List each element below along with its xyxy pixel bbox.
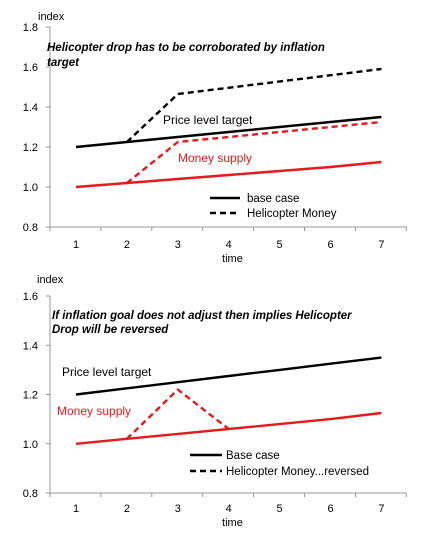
y-tick-label: 1.4 [23, 340, 38, 352]
chart-title-line-1: Helicopter drop has to be corroborated b… [47, 42, 325, 54]
x-axis-title: time [222, 253, 243, 265]
y-tick-label: 1.0 [23, 439, 38, 451]
x-tick-label: 7 [378, 239, 384, 251]
chart-title-line-1: If inflation goal does not adjust then i… [52, 310, 352, 322]
x-axis-title: time [222, 517, 243, 529]
x-tick-label: 3 [175, 503, 181, 515]
money-supply-helicopter-line [126, 388, 230, 440]
chart-title-line-2: target [47, 57, 80, 69]
money-supply-base-line [75, 160, 382, 189]
y-tick-label: 1.4 [23, 102, 38, 114]
annotation-money-supply: Money supply [178, 151, 252, 165]
annotation-money-supply: Money supply [57, 404, 131, 418]
y-tick-label: 1.6 [23, 291, 38, 303]
x-tick-label: 3 [175, 239, 181, 251]
y-tick-label: 1.0 [23, 182, 38, 194]
x-tick-label: 1 [73, 239, 79, 251]
price-level-target-helicopter-line [126, 67, 382, 143]
x-tick-label: 1 [73, 503, 79, 515]
x-tick-label: 6 [327, 239, 333, 251]
price-level-target-base-line [75, 356, 382, 396]
y-axis-title: index [37, 274, 64, 286]
price-level-target-base-line [75, 115, 382, 149]
chart-title-line-2: Drop will be reversed [52, 324, 169, 336]
x-tick-label: 5 [277, 239, 283, 251]
x-tick-label: 4 [226, 503, 232, 515]
annotation-price-level-target: Price level target [62, 365, 152, 379]
x-tick-label: 2 [124, 239, 130, 251]
y-tick-label: 0.8 [23, 222, 38, 234]
legend: Base case Helicopter Money...reversed [190, 450, 369, 478]
x-tick-label: 6 [327, 503, 333, 515]
y-tick-label: 0.8 [23, 488, 38, 500]
y-tick-label: 1.8 [23, 22, 38, 34]
legend-label-dashed: Helicopter Money [247, 208, 337, 220]
money-supply-base-line [75, 411, 382, 445]
chart-1: 0.8 1.0 1.2 1.4 1.6 1.8 1 2 3 4 5 6 7 index time Helico… [23, 11, 407, 265]
x-tick-label: 2 [124, 503, 130, 515]
y-axis-title: index [38, 11, 65, 23]
chart-2: 0.8 1.0 1.2 1.4 1.6 1 2 3 4 5 6 7 index time If inflat… [23, 274, 407, 529]
x-tick-label: 5 [277, 503, 283, 515]
y-tick-label: 1.2 [23, 142, 38, 154]
y-tick-label: 1.6 [23, 62, 38, 74]
x-tick-label: 4 [226, 239, 232, 251]
annotation-price-level-target: Price level target [163, 113, 253, 127]
legend-label-solid: base case [247, 193, 299, 205]
x-tick-label: 7 [378, 503, 384, 515]
money-supply-helicopter-line [126, 120, 382, 184]
legend-label-dashed: Helicopter Money...reversed [226, 466, 369, 478]
legend-label-solid: Base case [226, 450, 280, 462]
y-tick-label: 1.2 [23, 390, 38, 402]
legend: base case Helicopter Money [210, 193, 337, 220]
